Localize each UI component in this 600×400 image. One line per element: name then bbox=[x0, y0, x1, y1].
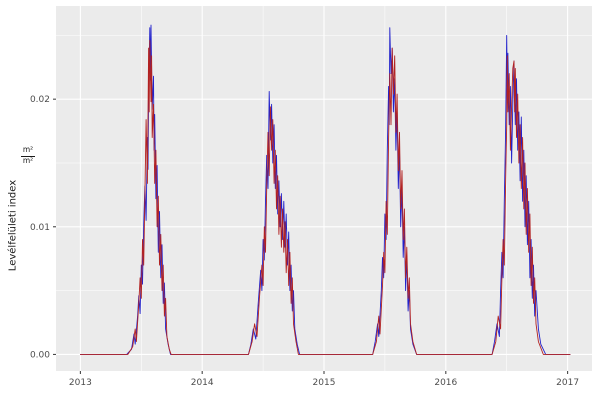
x-tick-label: 2015 bbox=[313, 378, 336, 388]
x-tick-label: 2014 bbox=[191, 378, 214, 388]
y-axis-unit-fraction: m² m² bbox=[18, 145, 38, 165]
y-axis-unit-numerator: m² bbox=[20, 145, 36, 157]
y-axis-unit-denominator: m² bbox=[22, 155, 34, 165]
y-tick-label: 0.01 bbox=[30, 223, 50, 233]
x-tick-label: 2017 bbox=[556, 378, 579, 388]
y-tick-label: 0.00 bbox=[30, 350, 50, 360]
x-tick-label: 2013 bbox=[69, 378, 92, 388]
red-line bbox=[79, 40, 571, 355]
y-axis-title: Levélfelületi index bbox=[7, 179, 19, 272]
x-tick-label: 2016 bbox=[434, 378, 457, 388]
y-tick-label: 0.02 bbox=[30, 95, 50, 105]
